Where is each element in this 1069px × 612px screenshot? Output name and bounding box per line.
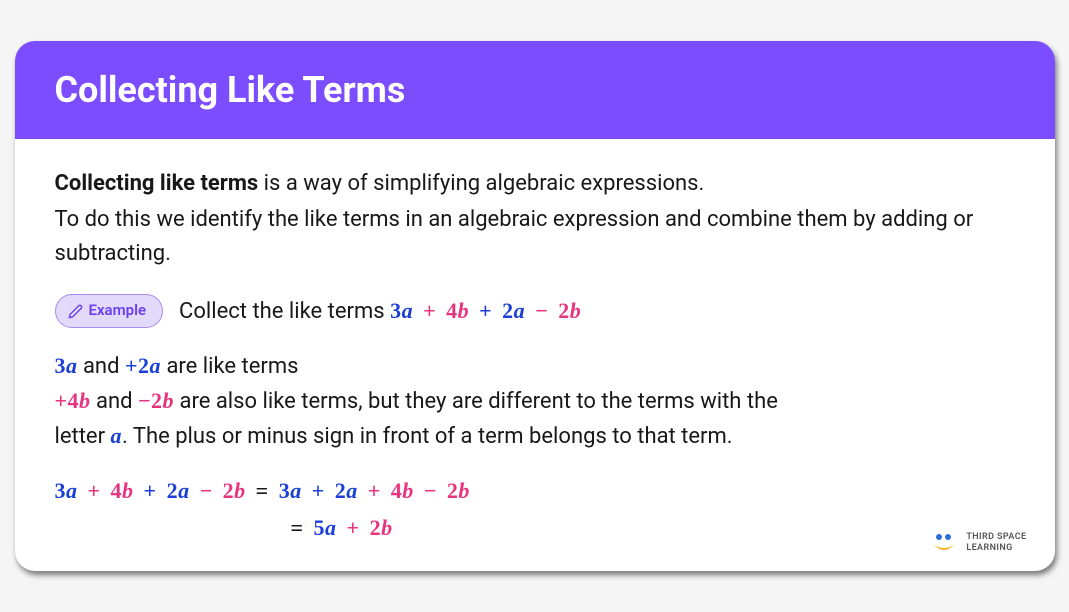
example-row: Example Collect the like terms 3a + 4b +… — [55, 294, 1015, 329]
card-body: Collecting like terms is a way of simpli… — [15, 139, 1055, 570]
op-plus: + — [419, 298, 440, 323]
brand-text: THIRD SPACE LEARNING — [966, 532, 1026, 554]
term-3a: 3a — [390, 298, 413, 323]
intro-line-1: Collecting like terms is a way of simpli… — [55, 167, 1015, 201]
equals-sign-2: = — [287, 515, 308, 540]
example-prompt: Collect the like terms 3a + 4b + 2a − 2b — [179, 294, 581, 329]
card-title: Collecting Like Terms — [55, 69, 1015, 111]
var-a-ref: a — [111, 423, 123, 448]
example-expression: 3a + 4b + 2a − 2b — [390, 298, 581, 323]
term-plus4b-ref: +4b — [55, 388, 91, 413]
workings-line-2: = 5a + 2b — [55, 509, 1015, 546]
example-pill: Example — [55, 294, 164, 327]
workings-block: 3a + 4b + 2a − 2b = 3a + 2a + 4b − 2b = … — [55, 472, 1015, 547]
explain-line-3: letter a. The plus or minus sign in fron… — [55, 419, 1015, 454]
term-2a: 2a — [502, 298, 525, 323]
brand-badge: THIRD SPACE LEARNING — [930, 531, 1026, 555]
equals-sign: = — [252, 478, 273, 503]
explain-line-2: +4b and −2b are also like terms, but the… — [55, 384, 1015, 419]
brand-logo-icon — [930, 531, 958, 555]
pencil-icon — [68, 304, 83, 319]
op-minus: − — [531, 298, 552, 323]
example-pill-label: Example — [89, 299, 147, 322]
term-3a-ref: 3a — [55, 353, 78, 378]
term-4b: 4b — [446, 298, 469, 323]
intro-line-2: To do this we identify the like terms in… — [55, 203, 1015, 271]
card-header: Collecting Like Terms — [15, 41, 1055, 139]
term-2b: 2b — [558, 298, 581, 323]
explain-line-1: 3a and +2a are like terms — [55, 349, 1015, 384]
workings-line-1: 3a + 4b + 2a − 2b = 3a + 2a + 4b − 2b — [55, 472, 1015, 509]
op-plus-2: + — [475, 298, 496, 323]
term-plus2a-ref: +2a — [125, 353, 161, 378]
example-prompt-text: Collect the like terms — [179, 299, 390, 324]
term-minus2b-ref: −2b — [138, 388, 174, 413]
lesson-card: Collecting Like Terms Collecting like te… — [15, 41, 1055, 570]
intro-bold: Collecting like terms — [55, 171, 259, 196]
intro-rest-1: is a way of simplifying algebraic expres… — [258, 171, 704, 196]
